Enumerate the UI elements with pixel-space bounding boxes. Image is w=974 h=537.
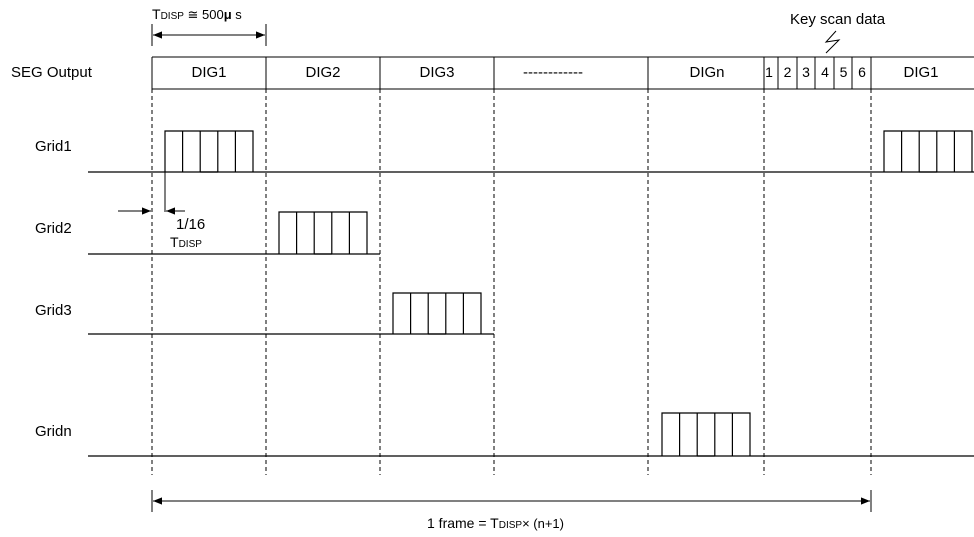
key-scan-pointer bbox=[824, 30, 841, 54]
key-scan-label: Key scan data bbox=[790, 11, 886, 28]
seg-cell-dign: DIGn bbox=[689, 64, 724, 81]
dashed-guides bbox=[151, 89, 872, 475]
seg-cell-dig1: DIG1 bbox=[191, 64, 226, 81]
frame-label: 1 frame = TDISP× (n+1) bbox=[427, 515, 564, 531]
grid-waveforms bbox=[88, 130, 974, 457]
grid1-label: Grid1 bbox=[35, 138, 72, 155]
seg-cell-ellipsis: ------------ bbox=[523, 64, 583, 81]
seg-cell-dig3: DIG3 bbox=[419, 64, 454, 81]
key-scan-cell-5: 5 bbox=[840, 64, 848, 80]
grid2-label: Grid2 bbox=[35, 220, 72, 237]
key-scan-cell-6: 6 bbox=[858, 64, 866, 80]
pulse-offset-tdisp: TDISP bbox=[170, 234, 202, 250]
key-scan-cell-2: 2 bbox=[784, 64, 792, 80]
key-scan-cell-4: 4 bbox=[821, 64, 829, 80]
seg-cell-dig1-repeat: DIG1 bbox=[903, 64, 938, 81]
grid1-pulse-outline bbox=[164, 130, 254, 172]
grid1-pulse-outline bbox=[883, 130, 973, 172]
key-scan-cell-1: 1 bbox=[765, 64, 773, 80]
gridn-label: Gridn bbox=[35, 423, 72, 440]
seg-cell-dig2: DIG2 bbox=[305, 64, 340, 81]
tdisp-label: TDISP ≅ 500μ s bbox=[152, 6, 242, 22]
key-scan-cell-3: 3 bbox=[802, 64, 810, 80]
grid2-pulse-outline bbox=[278, 211, 368, 254]
grid3-pulse-outline bbox=[392, 292, 482, 334]
seg-output-label: SEG Output bbox=[11, 64, 93, 81]
seg-dividers bbox=[151, 57, 872, 89]
grid3-label: Grid3 bbox=[35, 302, 72, 319]
pulse-offset-fraction: 1/16 bbox=[176, 216, 205, 233]
gridn-pulse-outline bbox=[661, 412, 751, 456]
